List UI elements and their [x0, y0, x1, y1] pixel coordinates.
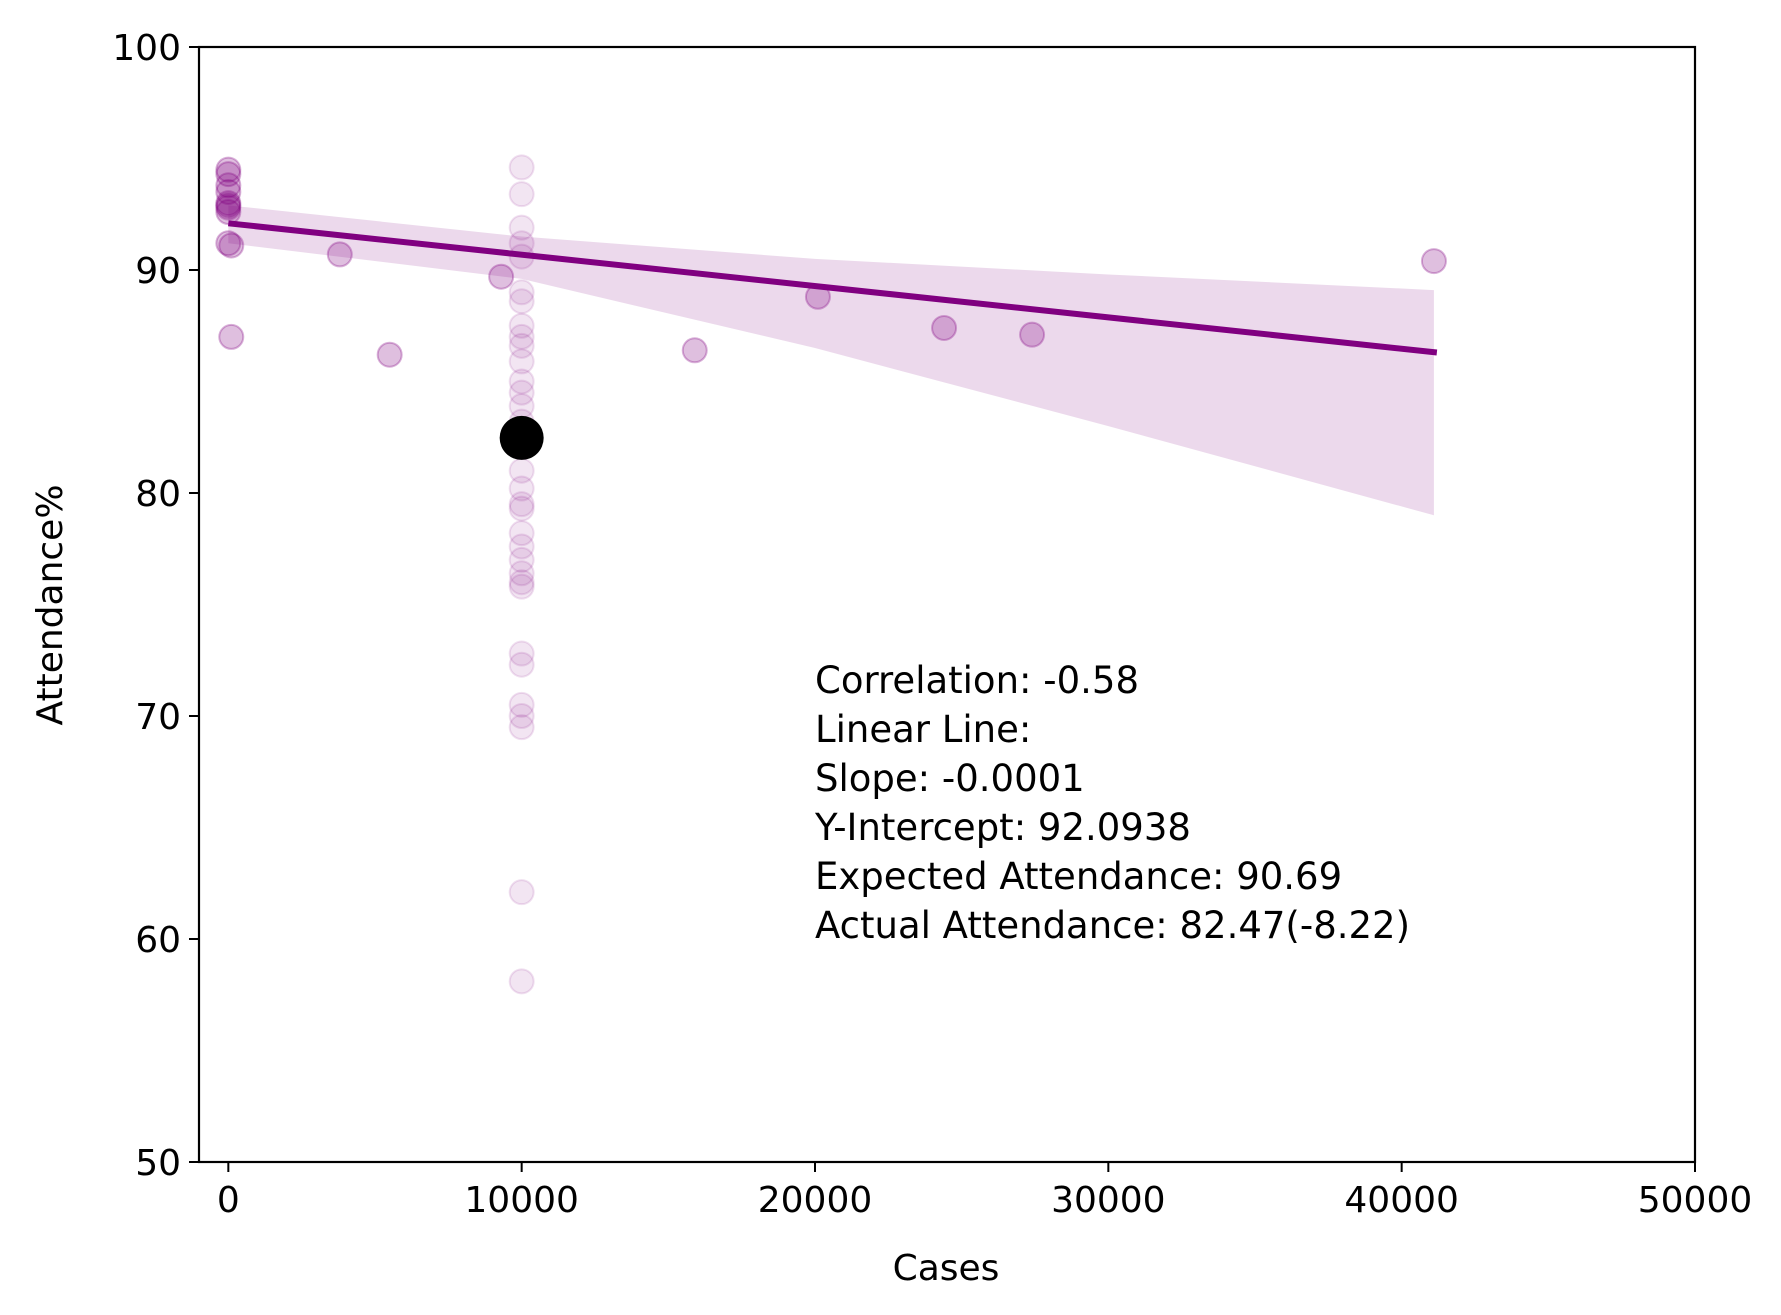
confidence-band-layer	[228, 205, 1434, 516]
data-point	[215, 230, 242, 257]
faint-data-point	[508, 533, 535, 560]
data-point	[488, 263, 515, 290]
faint-data-point	[508, 968, 535, 995]
faint-data-point	[508, 154, 535, 181]
data-point	[218, 232, 245, 259]
faint-data-point	[508, 323, 535, 350]
x-tick-label: 20000	[758, 1180, 873, 1221]
faint-data-point	[508, 651, 535, 678]
y-tick-label: 90	[135, 251, 181, 292]
faint-data-point	[508, 703, 535, 729]
y-axis-label: Attendance%	[30, 484, 71, 725]
plot-frame	[197, 45, 1697, 1164]
y-tick-label: 50	[135, 1143, 181, 1184]
regression-line	[228, 220, 1438, 356]
faint-data-point	[508, 475, 535, 502]
highlight-point	[499, 415, 544, 460]
points-layer	[215, 156, 1447, 368]
x-tick-label: 0	[217, 1180, 240, 1221]
faint-data-point	[508, 288, 535, 315]
x-axis-label: Cases	[893, 1248, 1000, 1289]
data-point	[215, 161, 242, 188]
annotation-line: Linear Line:	[815, 708, 1031, 751]
y-tick-label: 70	[135, 697, 181, 738]
data-point	[215, 172, 242, 199]
faint-data-point	[508, 312, 535, 339]
x-tick-label: 10000	[464, 1180, 579, 1221]
faint-data-point	[508, 368, 535, 395]
data-point	[218, 323, 245, 350]
faint-data-point	[508, 546, 535, 573]
y-tick-label: 60	[135, 920, 181, 961]
data-point	[376, 341, 403, 368]
highlight-layer	[499, 415, 544, 460]
data-point	[215, 192, 242, 219]
faint-data-point	[508, 214, 535, 241]
annotation-line: Slope: -0.0001	[815, 757, 1085, 800]
faint-data-point	[508, 879, 535, 906]
data-point	[681, 337, 708, 364]
faint-data-point	[508, 491, 535, 518]
regression-line-layer	[228, 220, 1438, 356]
data-point	[215, 178, 242, 205]
data-point	[326, 241, 353, 268]
x-tick-label: 50000	[1638, 1180, 1753, 1221]
faint-data-point	[508, 691, 535, 718]
data-point	[215, 156, 242, 183]
faint-data-point	[508, 181, 535, 208]
faint-data-point	[508, 332, 535, 359]
x-tick-label: 30000	[1051, 1180, 1166, 1221]
stats-annotation: Correlation: -0.58 Linear Line: Slope: -0.…	[814, 659, 1410, 947]
plot-background	[199, 47, 1695, 1162]
data-point	[215, 194, 242, 221]
faint-data-point	[508, 569, 535, 596]
data-point	[1019, 321, 1046, 348]
data-point	[1420, 248, 1447, 275]
annotation-line: Correlation: -0.58	[815, 659, 1139, 702]
faint-data-point	[508, 348, 535, 375]
annotation-line: Y-Intercept: 92.0938	[814, 806, 1191, 849]
confidence-band	[228, 205, 1434, 516]
data-point	[215, 190, 242, 217]
data-point	[931, 314, 958, 341]
faint-data-point	[508, 640, 535, 667]
annotation-line: Expected Attendance: 90.69	[815, 855, 1342, 898]
y-tick-label: 80	[135, 474, 181, 515]
faint-data-point	[508, 279, 535, 306]
faint-data-point	[508, 560, 535, 587]
x-axis-ticks: 0 10000 20000 30000 40000 50000	[217, 1162, 1752, 1221]
annotation-line: Actual Attendance: 82.47(-8.22)	[815, 904, 1410, 947]
y-axis-ticks: 50 60 70 80 90 100	[112, 28, 199, 1184]
faint-data-point	[508, 714, 535, 741]
faint-data-point	[508, 379, 535, 406]
faint-data-point	[508, 573, 535, 600]
faint-data-point	[508, 520, 535, 547]
x-tick-label: 40000	[1344, 1180, 1459, 1221]
y-tick-label: 100	[112, 28, 181, 69]
faint-data-point	[508, 495, 535, 522]
